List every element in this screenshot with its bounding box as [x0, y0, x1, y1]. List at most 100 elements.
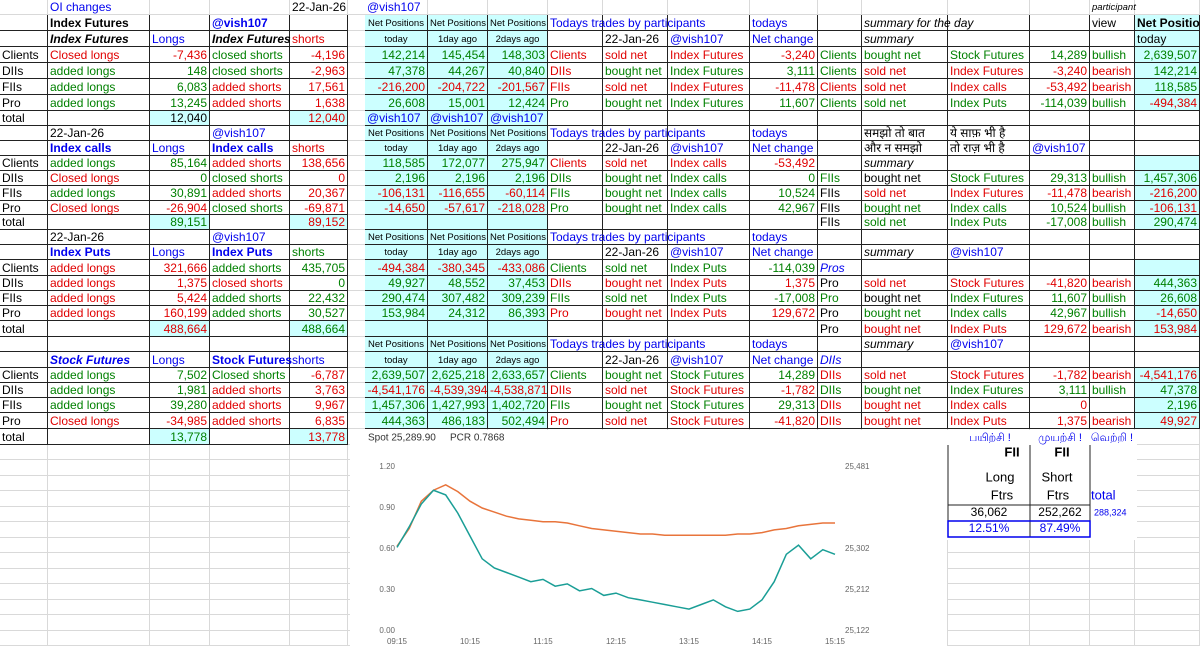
cell	[210, 569, 290, 584]
fii-header: FII	[1004, 444, 1019, 459]
cell-text: -114,039	[768, 260, 815, 275]
cell	[548, 306, 603, 321]
cell-text: 0	[338, 276, 345, 290]
cell	[150, 413, 210, 429]
cell-text: -53,492	[1046, 79, 1087, 94]
cell	[862, 201, 948, 215]
cell-text: Index Puts	[950, 95, 1007, 110]
cell	[1090, 171, 1135, 186]
cell	[603, 260, 668, 276]
chart-background	[350, 430, 947, 646]
cell	[750, 31, 818, 47]
cell	[290, 538, 348, 553]
cell	[750, 337, 818, 352]
fii-value: 252,262	[1038, 505, 1082, 519]
cell	[0, 63, 48, 79]
cell	[603, 15, 668, 31]
cell-text: @vish107	[490, 111, 544, 125]
cell	[290, 522, 348, 538]
cell-text: Index Futures	[670, 63, 744, 78]
cell-text: -60,114	[505, 186, 545, 200]
cell	[428, 186, 488, 201]
cell	[1090, 156, 1135, 171]
cell	[548, 141, 603, 156]
cell	[0, 615, 48, 631]
cell	[818, 79, 862, 95]
cell	[290, 0, 348, 15]
cell	[1030, 141, 1090, 156]
cell-text: 1day ago	[437, 33, 478, 45]
cell	[210, 600, 290, 615]
cell	[150, 15, 210, 31]
cell	[290, 584, 348, 600]
cell-text: Index Futures	[670, 47, 744, 62]
cell	[48, 429, 150, 445]
cell	[948, 584, 1030, 600]
cell	[348, 95, 365, 111]
cell-text: added shorts	[212, 306, 282, 320]
cell	[668, 141, 750, 156]
cell	[348, 111, 365, 126]
cell	[948, 553, 1030, 569]
cell-text: 13,778	[170, 429, 207, 444]
y-tick-label: 0.00	[379, 626, 395, 635]
cell	[1030, 615, 1090, 631]
cell	[603, 276, 668, 291]
cell-text: bought net	[864, 383, 921, 397]
cell	[750, 413, 818, 429]
cell	[1030, 260, 1090, 276]
cell	[862, 0, 948, 15]
cell	[603, 291, 668, 306]
cell	[365, 398, 428, 413]
cell	[290, 291, 348, 306]
cell	[818, 126, 862, 141]
cell-text: 1day ago	[437, 354, 478, 366]
cell-text: added longs	[50, 95, 116, 110]
cell	[603, 413, 668, 429]
cell	[1030, 95, 1090, 111]
cell-text: -114,039	[1040, 95, 1087, 110]
cell	[750, 368, 818, 383]
cell-text: Index calls	[670, 171, 727, 185]
cell	[150, 201, 210, 215]
cell	[150, 171, 210, 186]
cell-text: -26,904	[166, 200, 207, 215]
cell	[750, 306, 818, 321]
cell-text: Index calls	[50, 141, 112, 155]
cell-text: summary	[864, 31, 914, 46]
cell-text: Net Positions	[368, 232, 424, 243]
cell	[1090, 79, 1135, 95]
cell	[210, 260, 290, 276]
cell	[210, 398, 290, 413]
x-tick-label: 09:15	[387, 637, 408, 646]
cell	[1030, 569, 1090, 584]
cell-text: 6,835	[314, 413, 345, 428]
cell-text: Longs	[152, 141, 185, 155]
cell	[210, 0, 290, 15]
cell-text: bullish	[1092, 215, 1127, 229]
cell	[750, 398, 818, 413]
cell-text: Net Positions	[430, 232, 486, 243]
cell	[948, 306, 1030, 321]
cell-text: 502,494	[501, 413, 545, 428]
cell-text: Net Positions	[430, 17, 486, 29]
cell	[348, 306, 365, 321]
cell	[1030, 291, 1090, 306]
cell	[818, 201, 862, 215]
cell-text: Clients	[820, 63, 857, 78]
cell-text: 22-Jan-26	[292, 0, 347, 14]
cell-text: 2,633,657	[491, 368, 545, 382]
cell	[210, 47, 290, 63]
cell-text: Closed longs	[50, 47, 120, 62]
cell	[948, 215, 1030, 230]
cell	[0, 538, 48, 553]
cell-text: 321,666	[163, 260, 207, 275]
cell	[0, 429, 48, 445]
cell	[1090, 569, 1135, 584]
cell	[488, 398, 548, 413]
cell	[48, 352, 150, 368]
cell	[668, 230, 750, 245]
cell	[428, 63, 488, 79]
cell	[290, 491, 348, 507]
cell	[818, 63, 862, 79]
